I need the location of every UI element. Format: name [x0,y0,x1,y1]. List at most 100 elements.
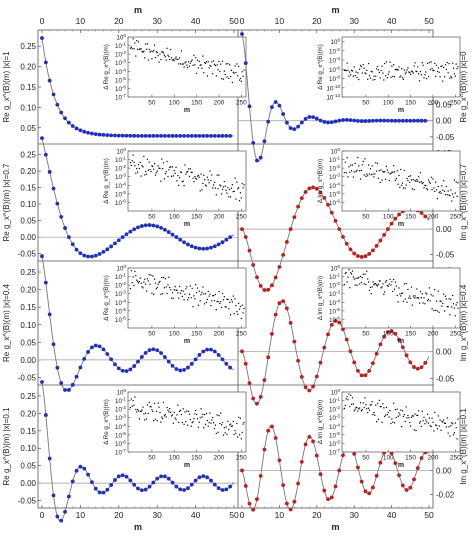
inset-x-tick-label: 100 [169,455,180,462]
series-marker [66,494,71,499]
series-marker [329,120,334,125]
inset-point [391,171,393,173]
inset-x-tick-label: 150 [405,100,416,107]
inset-point [374,173,376,175]
inset-point [374,282,376,285]
inset-point [192,177,194,179]
inset-y-tick-label: 100 [331,147,341,156]
inset-point [346,62,348,64]
inset-point [393,64,395,66]
series-marker [193,357,198,362]
inset-point [441,305,443,307]
inset-point [432,178,434,180]
inset-point [225,426,227,428]
series-marker [326,332,330,337]
series-marker [255,158,259,163]
inset-x-tick-label: 100 [383,331,394,338]
y-tick-label: 0.05 [436,101,452,110]
series-marker [337,227,342,232]
series-marker [288,126,293,130]
inset-point [392,421,394,423]
series-marker [59,381,64,385]
series-marker [113,241,117,246]
inset-point [377,418,380,420]
inset-point [408,71,410,73]
inset-point [226,76,228,78]
inset-point [207,425,209,427]
inset-point [453,432,456,434]
inset-point [243,69,245,71]
inset-y-tick-label: 10-5 [115,307,126,316]
inset-y-tick-label: 10-7 [329,448,340,457]
inset-point [150,50,152,52]
series-marker [51,342,56,347]
series-marker [318,472,323,477]
inset-point [137,164,140,166]
inset-point [149,405,151,408]
inset-point [384,414,387,416]
inset-point [189,62,191,64]
inset-point [222,186,225,188]
inset-point [433,187,435,189]
inset-point [448,298,450,300]
y-tick-label: -0.05 [436,133,455,142]
inset-point [148,274,150,276]
series-marker [151,347,156,352]
series-marker [82,357,87,361]
inset-point [382,170,384,173]
inset-point [170,48,172,51]
inset-point [132,276,134,278]
inset-point [238,302,240,304]
inset-point [452,67,455,69]
inset-point [386,169,388,171]
inset-point [358,408,360,410]
inset-y-tick-label: 10-4 [115,422,126,431]
series-marker [113,362,117,367]
inset-point [406,301,408,303]
series-marker [408,118,413,123]
y-axis-title: Re g_x^(B)(m) |x|=1 [2,51,11,123]
series-marker [228,484,233,489]
inset-point [135,408,137,411]
inset-point [423,416,425,418]
inset-point [443,422,446,424]
inset-point [237,75,239,77]
inset-point [393,402,395,404]
series-marker [307,435,312,439]
inset-point [168,55,170,58]
series-marker [93,253,98,258]
inset-point [174,58,176,60]
inset-point [408,175,410,178]
inset-point [408,417,410,419]
inset-point [132,38,134,40]
series-marker [170,363,175,368]
inset-point [397,183,399,185]
series-marker [193,134,198,138]
inset-point [411,304,413,306]
series-marker [228,134,233,138]
inset-point [243,421,245,424]
inset-y-tick-label: 10-6 [115,198,126,207]
inset-point [439,190,441,193]
inset-point [444,295,447,297]
inset-point [224,73,226,76]
inset-point [188,293,191,295]
series-marker [337,320,342,325]
inset-point [146,43,149,45]
inset-point [363,174,365,176]
series-marker [240,468,244,473]
inset-point [196,178,198,180]
inset-point [180,289,183,292]
inset-y-title: Δ Re g_x^(B)(m) [317,44,324,90]
inset-point [398,66,400,68]
inset-point [236,63,238,65]
inset-point [238,200,241,202]
inset-point [385,61,388,63]
inset-point [208,295,210,297]
inset-point [175,166,177,168]
series-marker [155,348,160,353]
inset-point [386,414,388,416]
